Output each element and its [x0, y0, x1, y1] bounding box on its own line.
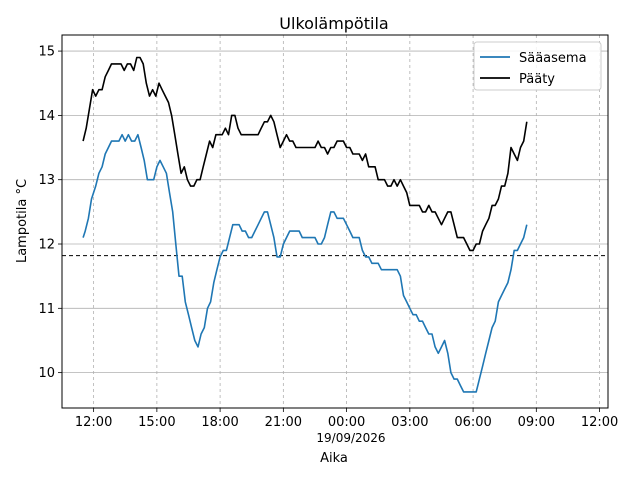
x-tick-label: 15:00	[138, 415, 175, 430]
x-tick-label: 21:00	[265, 415, 302, 430]
legend-label-paaty: Pääty	[519, 72, 555, 87]
grid	[62, 35, 608, 408]
y-tick-label: 15	[38, 45, 55, 60]
y-tick-label: 14	[38, 109, 55, 124]
date-label: 19/09/2026	[316, 431, 385, 445]
y-axis-label: Lampotila °C	[15, 179, 30, 263]
series-layer	[82, 56, 528, 393]
x-tick-label: 03:00	[391, 415, 428, 430]
x-axis-label: Aika	[320, 451, 348, 466]
x-tick-label: 09:00	[518, 415, 555, 430]
x-tick-label: 12:00	[75, 415, 112, 430]
plot-frame	[61, 34, 609, 409]
chart-title: Ulkolämpötila	[279, 14, 388, 33]
x-tick-label: 06:00	[454, 415, 491, 430]
legend: Sääasema Pääty	[473, 41, 602, 91]
x-tick-label: 00:00	[328, 415, 365, 430]
x-tick-label: 12:00	[581, 415, 618, 430]
x-tick-label: 18:00	[201, 415, 238, 430]
y-tick-label: 11	[38, 302, 55, 317]
series-line-paaty	[82, 56, 528, 252]
y-tick-label: 12	[38, 238, 55, 253]
y-tick-label: 13	[38, 173, 55, 188]
y-tick-label: 10	[38, 366, 55, 381]
legend-label-saaasema: Sääasema	[519, 51, 587, 66]
series-line-saaasema	[82, 133, 528, 393]
y-axis-ticks: 10 11 12 13 14 15	[38, 45, 62, 381]
x-axis-ticks: 12:00 15:00 18:00 21:00 00:00 03:00 06:00 09:00…	[75, 408, 618, 430]
